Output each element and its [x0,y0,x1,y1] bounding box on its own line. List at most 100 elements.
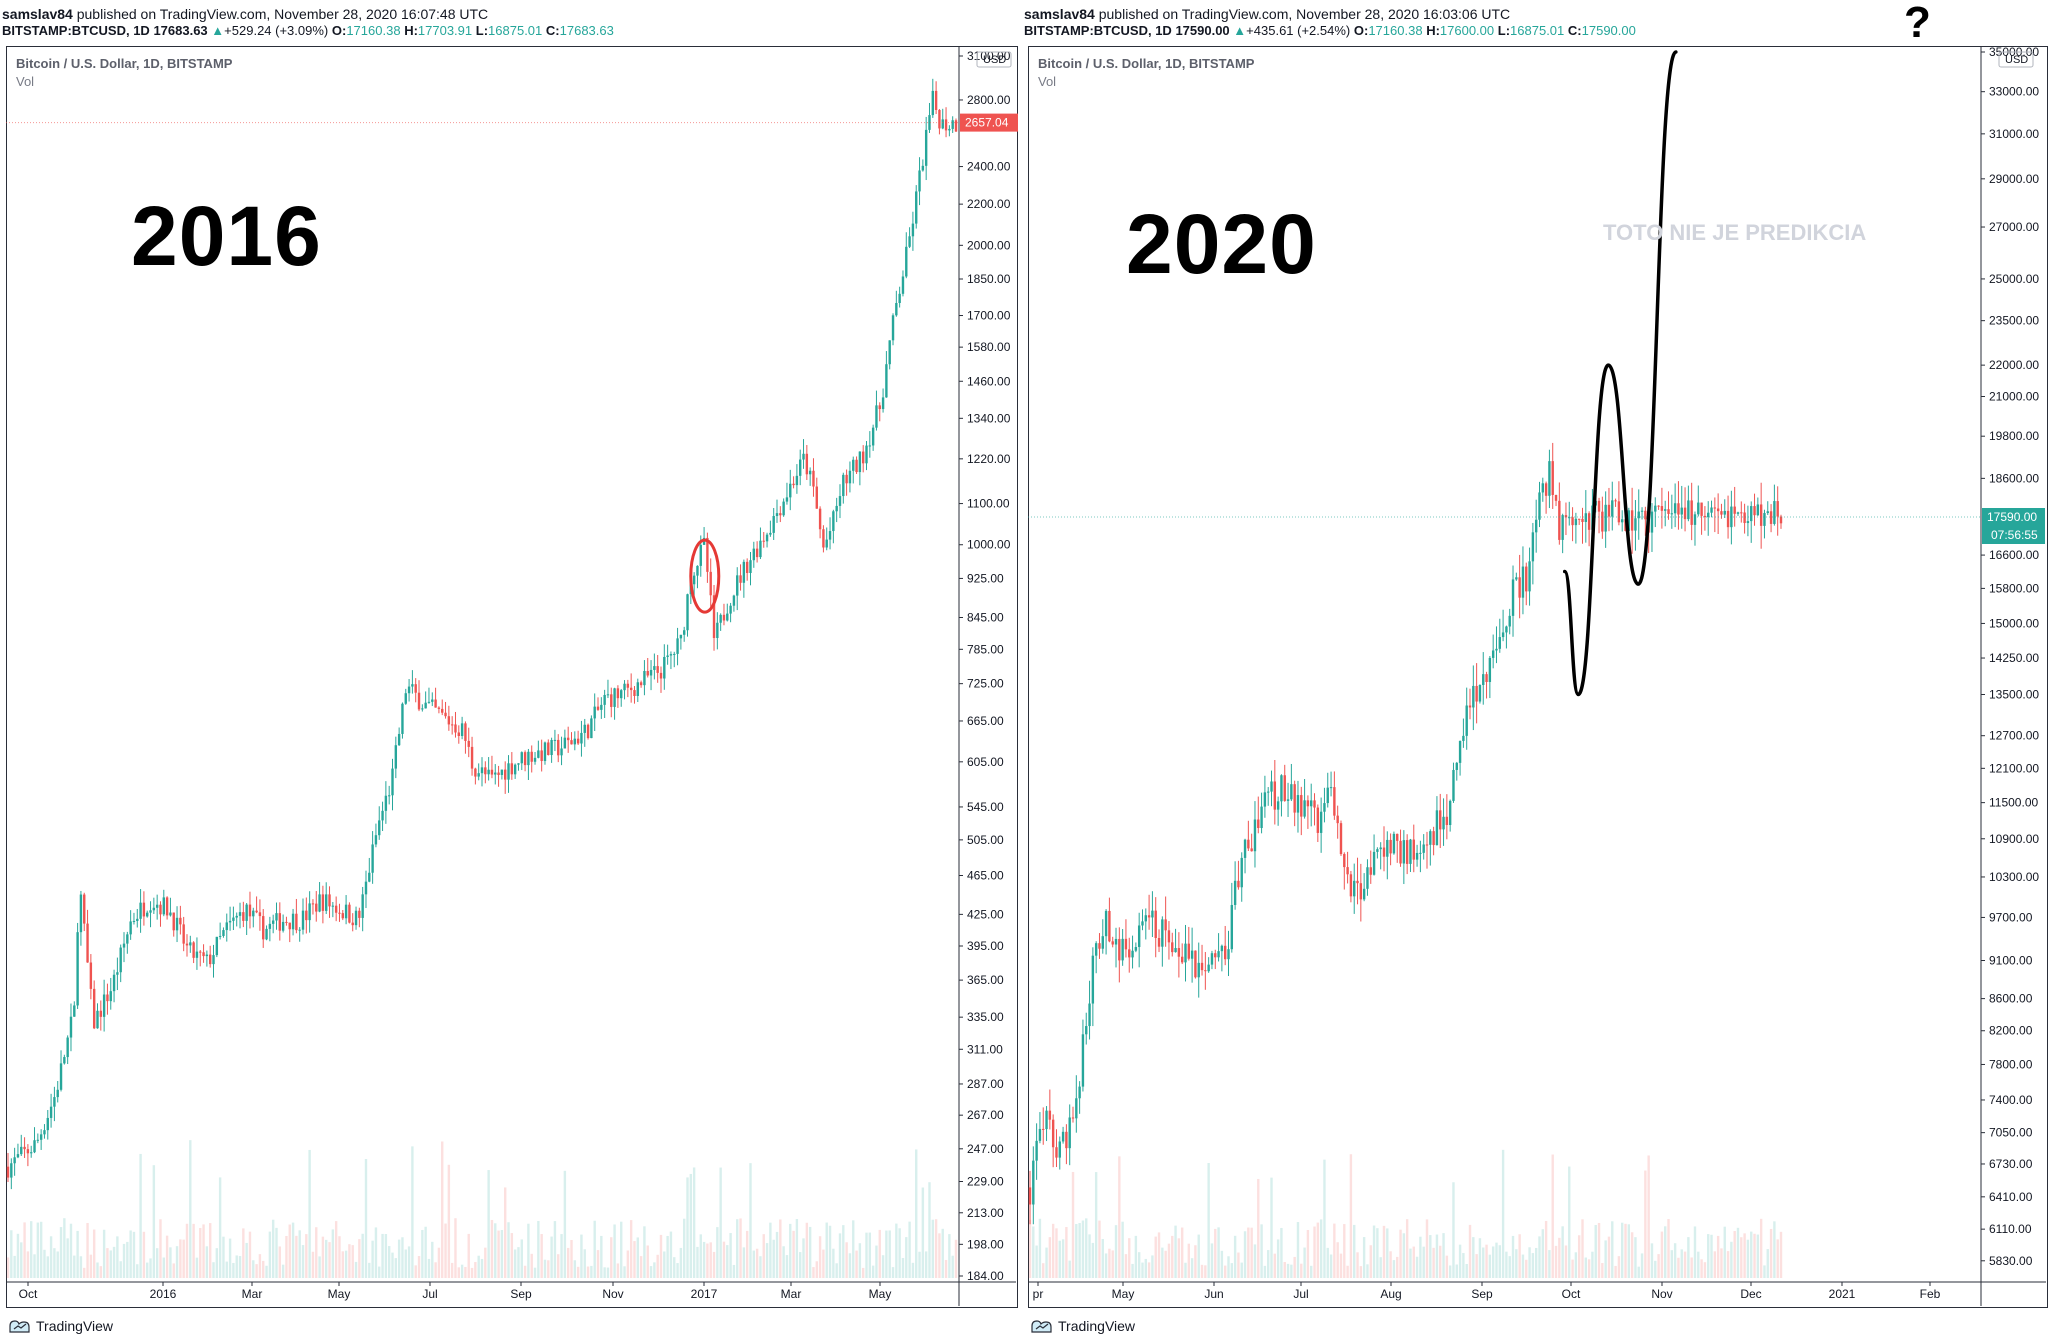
volume-bar [500,1230,504,1278]
x-tick-label: Aug [1380,1287,1401,1301]
candle-body [1042,1128,1045,1130]
volume-bar [1773,1221,1776,1278]
volume-bar [417,1256,421,1278]
volume-bar [749,1163,752,1278]
candle-body [1501,632,1505,638]
publisher-user[interactable]: samslav84 [2,6,73,22]
chart-2016[interactable]: 3100.002800.002400.002200.002000.001850.… [6,46,1018,1308]
candle-body [378,820,381,836]
candle-body [1339,823,1343,855]
volume-bar [636,1237,639,1278]
chart-frame[interactable] [1028,46,2048,1308]
candle-body [73,1005,76,1017]
volume-bar [686,1177,689,1278]
candle-body [1720,511,1723,515]
candle-body [1746,521,1750,524]
volume-bar [1124,1254,1128,1278]
candle-body [26,1149,30,1154]
candle-body [99,1010,103,1017]
y-tick-label: 335.00 [967,1010,1004,1024]
volume-bar [139,1153,142,1278]
candle-body [1697,502,1700,515]
y-tick-label: 1100.00 [967,497,1010,511]
volume-bar [36,1222,40,1278]
candle-body [1283,775,1286,801]
volume-bar [593,1220,596,1278]
candle-body [23,1146,26,1150]
candle-body [467,740,470,747]
volume-bar [891,1267,895,1278]
y-tick-label: 1000.00 [967,538,1011,552]
volume-bar [232,1262,235,1278]
volume-bar [1581,1219,1584,1278]
candle-body [1319,811,1323,833]
candle-body [726,613,729,621]
volume-bar [1670,1250,1674,1278]
tradingview-footer[interactable]: TradingView [8,1318,113,1334]
volume-bar [1386,1228,1389,1278]
volume-bar [195,1257,199,1278]
candle-body [374,835,378,845]
y-tick-label: 10300.00 [1989,870,2039,884]
candle-body [871,427,875,446]
volume-bar [16,1233,20,1278]
candle-body [749,560,752,574]
volume-bar [842,1225,845,1278]
volume-bar [441,1141,444,1278]
volume-bar [1439,1245,1442,1278]
candle-body [404,693,407,704]
candle-body [1680,507,1683,515]
candle-body [523,752,527,766]
candle-body [344,904,348,919]
candle-body [1111,941,1114,945]
candle-body [421,708,424,710]
volume-bar [1376,1228,1379,1278]
candle-body [795,475,799,486]
candle-body [464,723,467,741]
y-tick-label: 18600.00 [1989,471,2039,485]
publisher-user[interactable]: samslav84 [1024,6,1095,22]
volume-bar [1045,1247,1048,1278]
volume-bar [1230,1263,1234,1278]
candle-body [736,575,739,596]
candle-body [1402,840,1406,864]
candle-body [901,276,905,294]
volume-bar [1075,1224,1078,1278]
volume-bar [1432,1247,1435,1278]
tradingview-footer[interactable]: TradingView [1030,1318,1135,1334]
volume-bar [1028,1219,1032,1278]
publisher-line: samslav84 published on TradingView.com, … [2,6,488,22]
volume-bar [1594,1225,1597,1278]
candle-body [1498,637,1501,649]
candle-body [775,513,779,517]
chart-frame[interactable] [6,46,1018,1308]
candle-body [1399,840,1402,864]
chart-2020[interactable]: 35000.0033000.0031000.0029000.0027000.00… [1028,46,2048,1308]
candle-body [334,905,338,913]
volume-bar [1071,1171,1075,1278]
volume-bar [1468,1224,1472,1278]
candle-body [411,684,414,687]
candle-body [504,769,507,780]
volume-bar [1657,1254,1660,1278]
volume-bar [1465,1264,1468,1278]
volume-bar [921,1187,925,1278]
y-tick-label: 19800.00 [1989,429,2039,443]
candle-body [1703,515,1707,518]
volume-bar [1488,1254,1492,1278]
candle-body [218,935,222,937]
volume-bar [934,1219,938,1278]
candle-body [782,501,785,516]
volume-bar [1442,1233,1445,1278]
volume-bar [865,1232,868,1278]
candle-body [855,459,858,473]
candle-body [447,716,451,725]
candle-body [358,910,361,918]
candle-body [1518,577,1521,598]
volume-bar [218,1177,222,1278]
candle-body [1303,800,1306,817]
candle-body [1263,792,1267,807]
volume-bar [205,1246,209,1278]
candle-body [477,773,480,777]
symbol-last: 17683.63 [153,23,208,38]
